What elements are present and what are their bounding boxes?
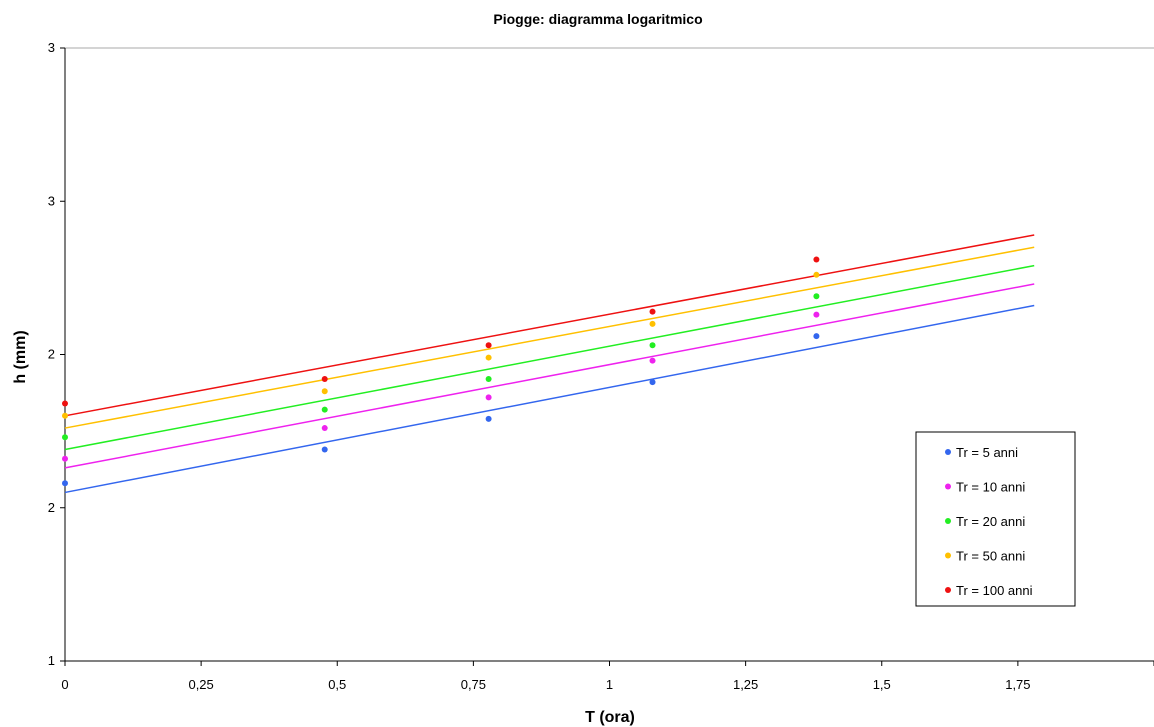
data-point bbox=[813, 333, 820, 340]
y-tick-label: 2 bbox=[48, 347, 55, 362]
data-point bbox=[813, 256, 820, 263]
data-point bbox=[62, 480, 68, 487]
data-point bbox=[321, 406, 328, 413]
legend-label: Tr = 5 anni bbox=[956, 445, 1018, 460]
x-tick-label: 0,5 bbox=[328, 677, 346, 692]
legend-marker bbox=[945, 518, 951, 524]
y-tick-label: 3 bbox=[48, 40, 55, 55]
data-point bbox=[649, 357, 656, 364]
x-tick-label: 1,25 bbox=[733, 677, 758, 692]
legend-box bbox=[915, 431, 1076, 607]
trendline bbox=[64, 304, 1035, 494]
data-point bbox=[485, 354, 492, 361]
y-axis-ticks: 1 2 2 3 3 bbox=[48, 40, 65, 668]
trendline bbox=[64, 234, 1035, 417]
data-point bbox=[813, 293, 820, 300]
data-points bbox=[62, 256, 820, 487]
y-axis-label: h (mm) bbox=[12, 330, 29, 383]
y-tick-label: 3 bbox=[48, 193, 55, 208]
data-point bbox=[321, 388, 328, 395]
x-tick-label: 0 bbox=[61, 677, 68, 692]
data-point bbox=[321, 446, 328, 453]
legend: Tr = 5 anni Tr = 10 anni Tr = 20 anni Tr = … bbox=[915, 431, 1076, 607]
y-tick-label: 2 bbox=[48, 500, 55, 515]
data-point bbox=[321, 425, 328, 432]
trendline bbox=[64, 283, 1035, 469]
trendlines bbox=[64, 234, 1035, 494]
legend-marker bbox=[945, 483, 951, 490]
data-point bbox=[62, 455, 68, 462]
data-point bbox=[649, 308, 656, 315]
data-point bbox=[485, 415, 492, 422]
data-point bbox=[813, 311, 820, 318]
data-point bbox=[62, 412, 68, 419]
data-point bbox=[485, 342, 492, 349]
x-tick-label: 1,75 bbox=[1005, 677, 1030, 692]
data-point bbox=[649, 342, 656, 349]
legend-marker bbox=[945, 449, 951, 455]
data-point bbox=[321, 376, 328, 383]
legend-label: Tr = 10 anni bbox=[956, 480, 1025, 495]
data-point bbox=[485, 376, 492, 383]
legend-label: Tr = 20 anni bbox=[956, 514, 1025, 529]
trendline bbox=[64, 264, 1035, 451]
data-point bbox=[649, 320, 656, 327]
data-point bbox=[62, 434, 68, 441]
data-point bbox=[485, 394, 492, 401]
x-tick-label: 1 bbox=[606, 677, 613, 692]
x-tick-label: 1,5 bbox=[873, 677, 891, 692]
y-tick-label: 1 bbox=[48, 653, 55, 668]
chart-title: Piogge: diagramma logaritmico bbox=[493, 11, 702, 27]
data-point bbox=[62, 400, 68, 407]
legend-label: Tr = 100 anni bbox=[956, 583, 1033, 598]
x-axis-label: T (ora) bbox=[585, 709, 635, 726]
legend-marker bbox=[945, 552, 951, 559]
x-tick-label: 0,75 bbox=[461, 677, 486, 692]
data-point bbox=[649, 379, 656, 386]
data-point bbox=[813, 271, 820, 278]
legend-marker bbox=[945, 587, 951, 593]
x-tick-label: 0,25 bbox=[188, 677, 213, 692]
trendline bbox=[64, 246, 1035, 429]
legend-label: Tr = 50 anni bbox=[956, 549, 1025, 564]
